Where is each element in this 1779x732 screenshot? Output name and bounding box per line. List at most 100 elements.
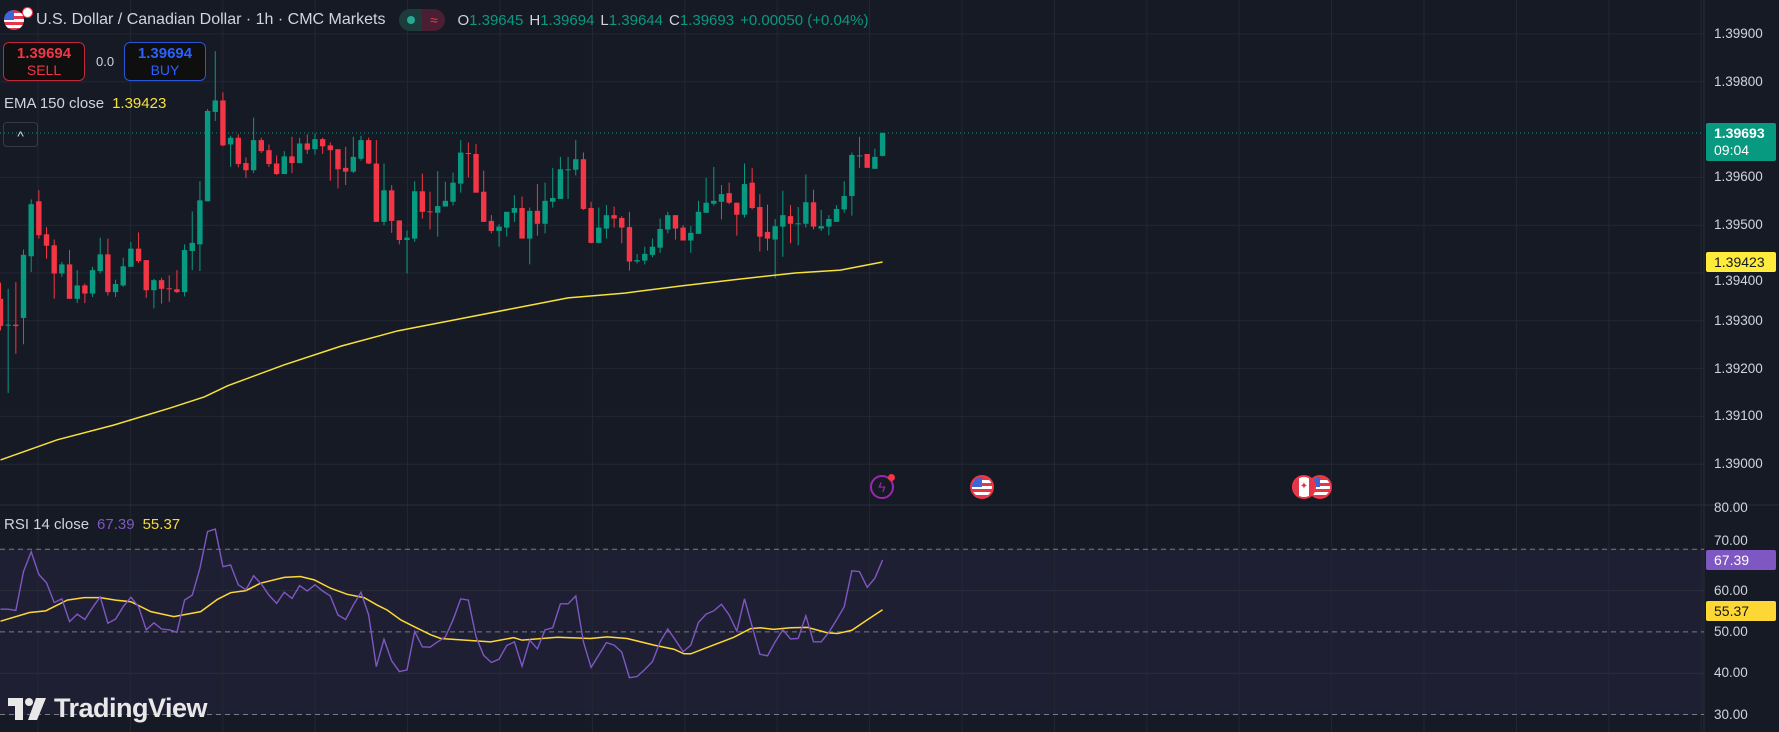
candle: [872, 148, 878, 169]
candle-body: [626, 227, 633, 262]
rsi-legend-label: RSI 14 close: [4, 516, 90, 533]
candle: [112, 279, 119, 297]
candle-body: [511, 207, 518, 213]
candle-body: [105, 254, 111, 293]
candle: [427, 191, 433, 230]
candle: [688, 226, 694, 253]
candle-body: [112, 283, 119, 293]
rsi-legend[interactable]: RSI 14 close 67.39 55.37: [4, 516, 180, 533]
rsi-axis-label: 60.00: [1714, 582, 1748, 598]
candle-body: [13, 324, 19, 327]
price-axis-label: 1.39600: [1714, 169, 1763, 185]
candle: [795, 207, 801, 246]
candle-body: [496, 226, 502, 231]
candle: [404, 230, 410, 274]
candle: [388, 185, 395, 233]
candle: [580, 152, 587, 210]
candle: [596, 207, 602, 244]
candle: [220, 92, 226, 147]
candle: [818, 209, 824, 231]
sell-button[interactable]: 1.39694 SELL: [3, 42, 85, 81]
candle: [496, 224, 502, 247]
candle-body: [833, 208, 840, 222]
candle-body: [212, 100, 218, 112]
candle-body: [542, 200, 548, 224]
us-flag-event-icon[interactable]: [970, 475, 994, 499]
candle: [327, 142, 334, 181]
collapse-legend-button[interactable]: ^: [3, 122, 38, 147]
price-axis-label: 1.39100: [1714, 408, 1763, 424]
candle-body: [0, 298, 4, 327]
candle-body: [281, 156, 287, 175]
candle-body: [864, 153, 870, 168]
canada-flag-event-icon[interactable]: ✦: [1292, 475, 1316, 499]
buy-button[interactable]: 1.39694 BUY: [124, 42, 206, 81]
candle: [82, 283, 88, 304]
candle: [174, 270, 180, 294]
candle-body: [312, 139, 318, 150]
candle-body: [89, 270, 96, 294]
candle-body: [695, 211, 702, 234]
candle-body: [734, 202, 740, 215]
candle: [511, 195, 518, 222]
candle-body: [787, 216, 794, 224]
candle-body: [619, 218, 625, 228]
candle: [734, 202, 740, 236]
lightning-event-icon[interactable]: ϟ: [870, 474, 895, 499]
candle-body: [481, 191, 487, 222]
candle: [542, 182, 548, 234]
buy-label: BUY: [150, 62, 180, 78]
candle: [879, 132, 886, 157]
candle-body: [20, 254, 27, 318]
candle: [534, 184, 541, 236]
ema-legend-value: 1.39423: [112, 95, 167, 112]
candle-body: [757, 207, 763, 237]
candle-body: [703, 202, 709, 213]
candle-body: [603, 215, 610, 229]
candle: [0, 282, 4, 331]
candle: [105, 238, 111, 296]
candle-body: [672, 215, 679, 229]
candle: [36, 190, 42, 239]
candle-body: [166, 288, 172, 290]
candle-body: [220, 100, 226, 146]
candle: [243, 157, 249, 178]
candle: [841, 181, 847, 213]
candles: [0, 51, 886, 393]
tradingview-logo-text: TradingView: [54, 693, 208, 723]
candle: [97, 237, 103, 274]
market-status-pill[interactable]: ≈: [399, 9, 446, 31]
candle: [772, 218, 778, 279]
candle: [13, 282, 19, 354]
candle-body: [772, 226, 778, 240]
candle-body: [573, 159, 579, 170]
candle-body: [174, 289, 180, 293]
vertical-grid: [37, 0, 1702, 732]
spread-value: 0.0: [96, 54, 115, 69]
candle-body: [135, 248, 142, 262]
tradingview-logo[interactable]: TradingView: [8, 693, 208, 724]
rsi-axis-label: 80.00: [1714, 500, 1748, 515]
candle-body: [741, 184, 748, 215]
candle: [342, 146, 349, 186]
candle-body: [519, 207, 525, 239]
candle-body: [66, 264, 73, 299]
low-label: L: [600, 11, 609, 29]
rsi-axis-label: 40.00: [1714, 665, 1748, 681]
candle: [626, 211, 633, 271]
symbol-title[interactable]: U.S. Dollar / Canadian Dollar · 1h · CMC…: [36, 11, 386, 28]
rsi-axis-label: 50.00: [1714, 623, 1748, 639]
candle-body: [611, 215, 617, 219]
close-label: C: [669, 11, 680, 29]
candle: [304, 134, 310, 154]
candle: [588, 201, 594, 244]
ema-legend[interactable]: EMA 150 close 1.39423: [4, 95, 166, 112]
candle-body: [250, 140, 257, 171]
candle-body: [434, 206, 441, 213]
candle-body: [879, 132, 886, 156]
price-axis-label: 1.39500: [1714, 217, 1763, 233]
open-label: O: [457, 11, 470, 29]
candle-body: [227, 137, 234, 145]
price-axis-label: 1.39900: [1714, 26, 1763, 41]
